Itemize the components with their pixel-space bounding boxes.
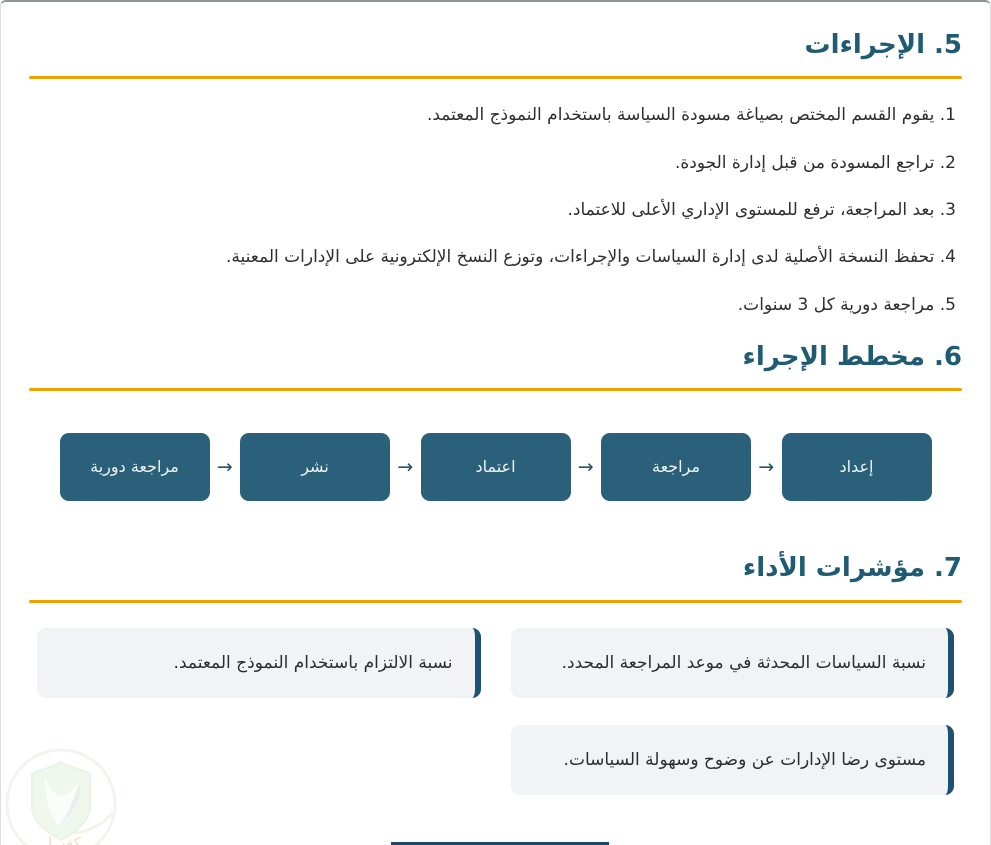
section-flowchart-title: 6. مخطط الإجراء bbox=[742, 342, 962, 373]
flow-arrow-icon: → bbox=[397, 456, 414, 479]
flow-step-preparation: إعداد bbox=[781, 433, 932, 502]
procedure-item: 2. تراجع المسودة من قبل إدارة الجودة. bbox=[674, 152, 956, 173]
flow-step-periodic-review: مراجعة دورية bbox=[59, 433, 210, 502]
procedure-item: 4. تحفظ النسخة الأصلية لدى إدارة السياسا… bbox=[226, 247, 956, 268]
flow-step-publish: نشر bbox=[240, 433, 390, 502]
kpi-card: نسبة السياسات المحدثة في موعد المراجعة ا… bbox=[510, 627, 954, 698]
kpi-card: نسبة الالتزام باستخدام النموذج المعتمد. bbox=[37, 627, 481, 698]
flow-step-review: مراجعة bbox=[601, 433, 751, 502]
flow-step-approval: اعتماد bbox=[420, 433, 571, 502]
procedure-item: 5. مراجعة دورية كل 3 سنوات. bbox=[737, 294, 956, 315]
kpi-cards-grid: نسبة السياسات المحدثة في موعد المراجعة ا… bbox=[29, 627, 962, 795]
procedures-list: 1. يقوم القسم المختص بصياغة مسودة السياس… bbox=[29, 105, 962, 315]
logo-wordmark: كفيــل bbox=[41, 834, 81, 845]
kpi-card: مستوى رضا الإدارات عن وضوح وسهولة السياس… bbox=[510, 724, 954, 795]
section-divider bbox=[29, 388, 962, 392]
section-divider bbox=[29, 76, 962, 80]
flow-arrow-icon: → bbox=[216, 456, 233, 479]
procedure-item: 1. يقوم القسم المختص بصياغة مسودة السياس… bbox=[426, 105, 956, 126]
flow-arrow-icon: → bbox=[758, 456, 775, 479]
section-kpis-title: 7. مؤشرات الأداء bbox=[742, 553, 962, 584]
flow-arrow-icon: → bbox=[577, 456, 594, 479]
procedure-flowchart: إعداد → مراجعة → اعتماد → نشر → مراجعة د… bbox=[59, 433, 932, 502]
section-procedures-title: 5. الإجراءات bbox=[804, 30, 962, 60]
page-bottom-cutoff-bar bbox=[391, 842, 609, 845]
section-divider bbox=[29, 599, 962, 603]
procedure-item: 3. بعد المراجعة، ترفع للمستوى الإداري ال… bbox=[567, 199, 956, 220]
